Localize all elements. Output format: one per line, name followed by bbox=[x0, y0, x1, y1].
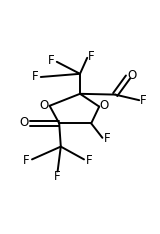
Text: F: F bbox=[54, 171, 61, 183]
Text: F: F bbox=[87, 51, 94, 63]
Text: F: F bbox=[32, 70, 39, 83]
Text: F: F bbox=[23, 154, 30, 167]
Text: F: F bbox=[86, 154, 93, 167]
Text: O: O bbox=[40, 99, 49, 112]
Text: O: O bbox=[20, 117, 29, 129]
Text: O: O bbox=[100, 99, 109, 113]
Text: F: F bbox=[48, 55, 55, 67]
Text: F: F bbox=[140, 95, 147, 107]
Text: F: F bbox=[104, 132, 111, 145]
Text: O: O bbox=[127, 69, 137, 82]
